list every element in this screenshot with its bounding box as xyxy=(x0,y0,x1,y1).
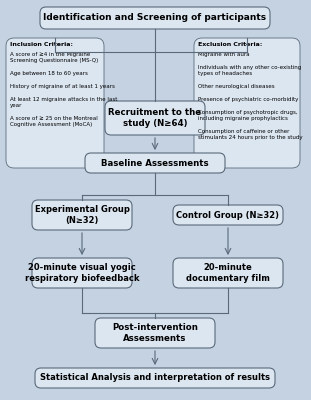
FancyBboxPatch shape xyxy=(95,318,215,348)
Text: 20-minute
documentary film: 20-minute documentary film xyxy=(186,263,270,283)
FancyBboxPatch shape xyxy=(194,38,300,168)
FancyBboxPatch shape xyxy=(32,258,132,288)
FancyBboxPatch shape xyxy=(173,258,283,288)
Text: Migraine with aura

Individuals with any other co-existing
types of headaches

O: Migraine with aura Individuals with any … xyxy=(198,52,303,140)
FancyBboxPatch shape xyxy=(173,205,283,225)
FancyBboxPatch shape xyxy=(32,200,132,230)
FancyBboxPatch shape xyxy=(85,153,225,173)
Text: Control Group (N≥32): Control Group (N≥32) xyxy=(177,210,280,220)
Text: Inclusion Criteria:: Inclusion Criteria: xyxy=(10,42,73,47)
Text: 20-minute visual yogic
respiratory biofeedback: 20-minute visual yogic respiratory biofe… xyxy=(25,263,139,283)
Text: Identification and Screening of participants: Identification and Screening of particip… xyxy=(44,14,267,22)
Text: Post-intervention
Assessments: Post-intervention Assessments xyxy=(112,323,198,343)
Text: Baseline Assessments: Baseline Assessments xyxy=(101,158,209,168)
Text: Recruitment to the
study (N≥64): Recruitment to the study (N≥64) xyxy=(109,108,202,128)
FancyBboxPatch shape xyxy=(35,368,275,388)
Text: A score of ≥4 in the Migraine
Screening Questionnaire (MS-Q)

Age between 18 to : A score of ≥4 in the Migraine Screening … xyxy=(10,52,117,127)
FancyBboxPatch shape xyxy=(6,38,104,168)
FancyBboxPatch shape xyxy=(105,101,205,135)
FancyBboxPatch shape xyxy=(40,7,270,29)
Text: Exclusion Criteria:: Exclusion Criteria: xyxy=(198,42,262,47)
Text: Statistical Analysis and interpretation of results: Statistical Analysis and interpretation … xyxy=(40,374,270,382)
Text: Experimental Group
(N≥32): Experimental Group (N≥32) xyxy=(35,205,129,225)
